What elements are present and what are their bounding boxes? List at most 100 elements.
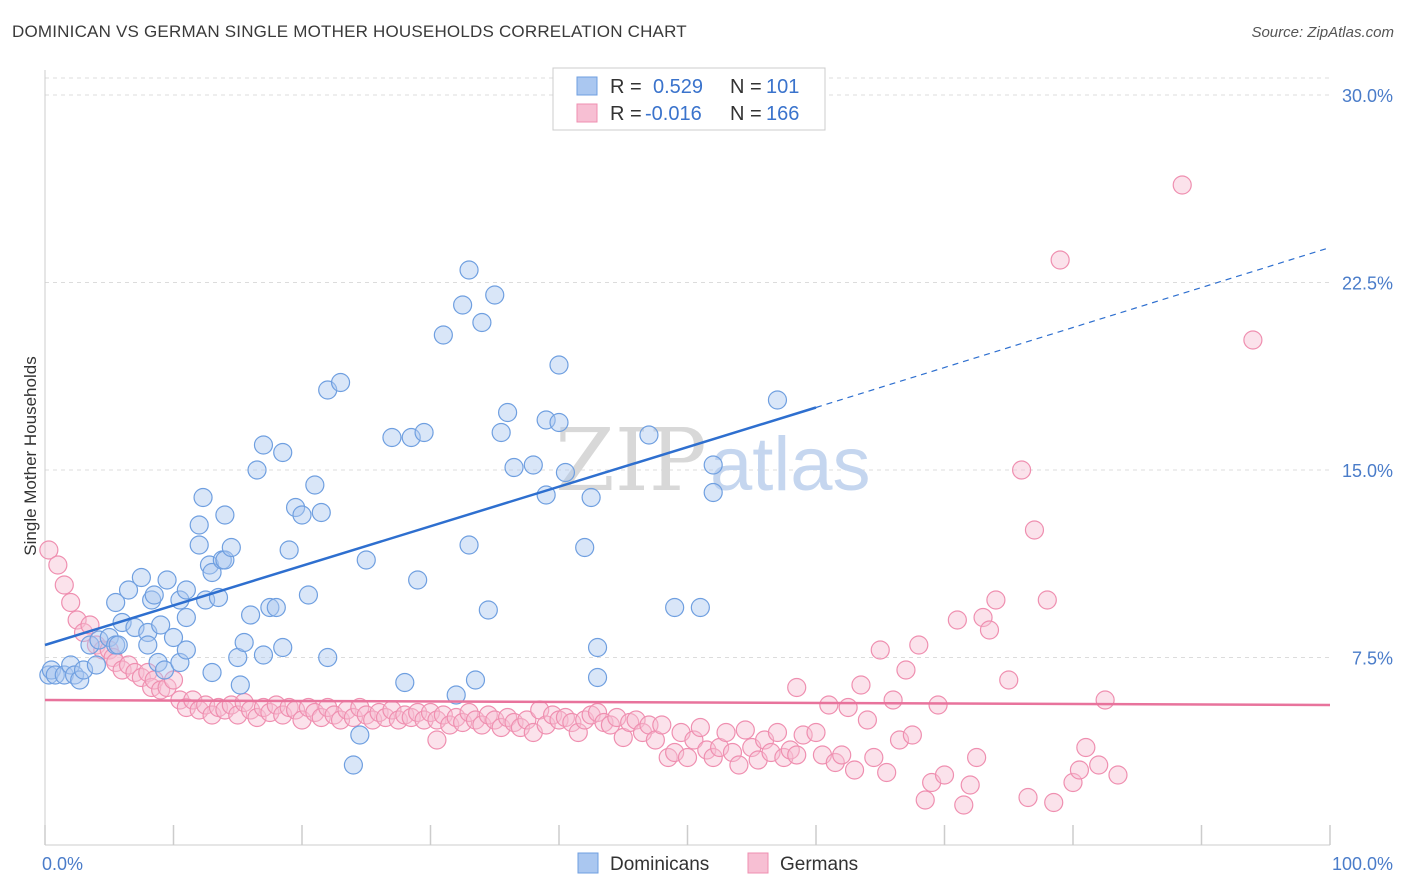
trend-line-germans (44, 698, 1331, 707)
germans-point-154 (1063, 772, 1083, 793)
germans-point-152 (1044, 792, 1064, 813)
germans-point-76 (517, 710, 537, 730)
trend-line-dominicans (44, 406, 817, 647)
bottom-legend-swatch-dominicans (577, 852, 599, 874)
chart-title: DOMINICAN VS GERMAN SINGLE MOTHER HOUSEH… (12, 22, 687, 41)
germans-point-159 (1172, 175, 1192, 195)
germans-point-70 (478, 705, 498, 725)
legend-swatch-dominicans (576, 76, 598, 96)
dominicans-point-91 (575, 537, 595, 558)
dominicans-point-92 (581, 487, 601, 508)
germans-point-117 (780, 740, 800, 760)
legend-n-value-germans: 166 (766, 103, 799, 125)
germans-point-128 (857, 710, 878, 730)
germans-point-129 (864, 747, 884, 768)
legend-r-value-dominicans: 0.529 (653, 76, 703, 98)
germans-point-67 (459, 702, 479, 723)
dominicans-point-65 (356, 550, 376, 570)
dominicans-point-20 (138, 635, 158, 655)
dominicans-point-29 (170, 652, 190, 673)
germans-point-2 (54, 575, 74, 595)
germans-point-142 (960, 775, 980, 795)
dominicans-point-78 (465, 670, 486, 690)
germans-point-126 (844, 760, 865, 780)
germans-point-114 (761, 742, 781, 763)
gridlines (45, 77, 1330, 658)
germans-point-149 (1018, 787, 1038, 808)
dominicans-point-56 (279, 540, 299, 560)
dominicans-point-55 (273, 637, 293, 658)
germans-point-93 (626, 710, 646, 730)
dominicans-point-73 (433, 325, 453, 345)
germans-point-120 (806, 722, 826, 743)
germans-point-140 (947, 610, 967, 630)
germans-point-146 (986, 590, 1006, 610)
germans-point-97 (652, 715, 672, 735)
dominicans-point-71 (408, 570, 428, 590)
germans-point-84 (568, 722, 588, 743)
bottom-legend-swatch-germans (747, 852, 769, 874)
legend-n-value-dominicans: 101 (766, 76, 799, 98)
germans-point-155 (1076, 737, 1096, 758)
germans-point-108 (722, 742, 743, 763)
dominicans-point-75 (453, 295, 473, 315)
chart-source: Source: ZipAtlas.com (1251, 24, 1394, 41)
dominicans-point-35 (193, 487, 213, 508)
dominicans-point-9 (86, 655, 107, 675)
dominicans-point-30 (176, 640, 196, 660)
germans-point-99 (665, 742, 685, 763)
y-tick-label-2: 22.5% (1342, 274, 1393, 294)
dominicans-point-54 (273, 442, 293, 463)
dominicans-point-7 (73, 660, 94, 680)
dominicans-point-43 (215, 550, 235, 570)
y-tick-label-1: 15.0% (1342, 461, 1393, 481)
germans-point-103 (690, 717, 710, 738)
germans-point-163 (902, 725, 922, 745)
germans-point-79 (536, 715, 556, 735)
germans-point-102 (684, 730, 704, 750)
dominicans-point-16 (118, 580, 139, 600)
dominicans-point-26 (157, 570, 177, 590)
germans-point-0 (39, 540, 59, 560)
germans-point-42 (298, 697, 319, 718)
germans-point-132 (883, 690, 903, 710)
dominicans-point-57 (285, 497, 306, 518)
dominicans-point-94 (587, 637, 608, 658)
dominicans-point-96 (665, 597, 685, 618)
legend-swatch-germans (576, 103, 598, 123)
germans-point-151 (1037, 590, 1057, 610)
germans-point-27 (202, 705, 222, 725)
dominicans-point-95 (639, 425, 659, 445)
germans-point-131 (877, 762, 897, 783)
dominicans-point-80 (478, 600, 498, 620)
watermark-atlas: atlas (710, 422, 871, 507)
germans-point-101 (677, 747, 698, 768)
dominicans-point-38 (202, 562, 222, 583)
germans-point-115 (767, 722, 788, 743)
dominicans-point-61 (311, 502, 331, 523)
dominicans-point-89 (549, 412, 569, 433)
germans-point-133 (889, 730, 910, 750)
germans-point-150 (1024, 520, 1045, 540)
stats-legend-box (552, 67, 826, 131)
dominicans-point-22 (144, 585, 164, 605)
germans-point-82 (555, 707, 576, 728)
x-tick-labels: 0.0% 100.0% (42, 854, 1393, 874)
dominicans-point-63 (318, 647, 338, 668)
germans-point-139 (934, 765, 955, 785)
germans-point-105 (703, 747, 723, 768)
dominicans-point-100 (767, 390, 788, 410)
dominicans-point-48 (241, 605, 261, 625)
germans-point-62 (427, 710, 447, 730)
y-axis-label: Single Mother Households (21, 356, 40, 555)
germans-point-148 (1011, 460, 1032, 480)
legend-n-label-germans: N = (730, 103, 762, 125)
dominicans-point-70 (401, 427, 421, 448)
dominicans-point-39 (202, 662, 222, 683)
germans-point-3 (61, 592, 81, 613)
dominicans-point-32 (176, 580, 196, 600)
dominicans-point-98 (703, 482, 723, 503)
axes (44, 70, 1331, 846)
germans-point-16 (138, 662, 158, 683)
legend-r-label-germans: R = (610, 103, 642, 125)
